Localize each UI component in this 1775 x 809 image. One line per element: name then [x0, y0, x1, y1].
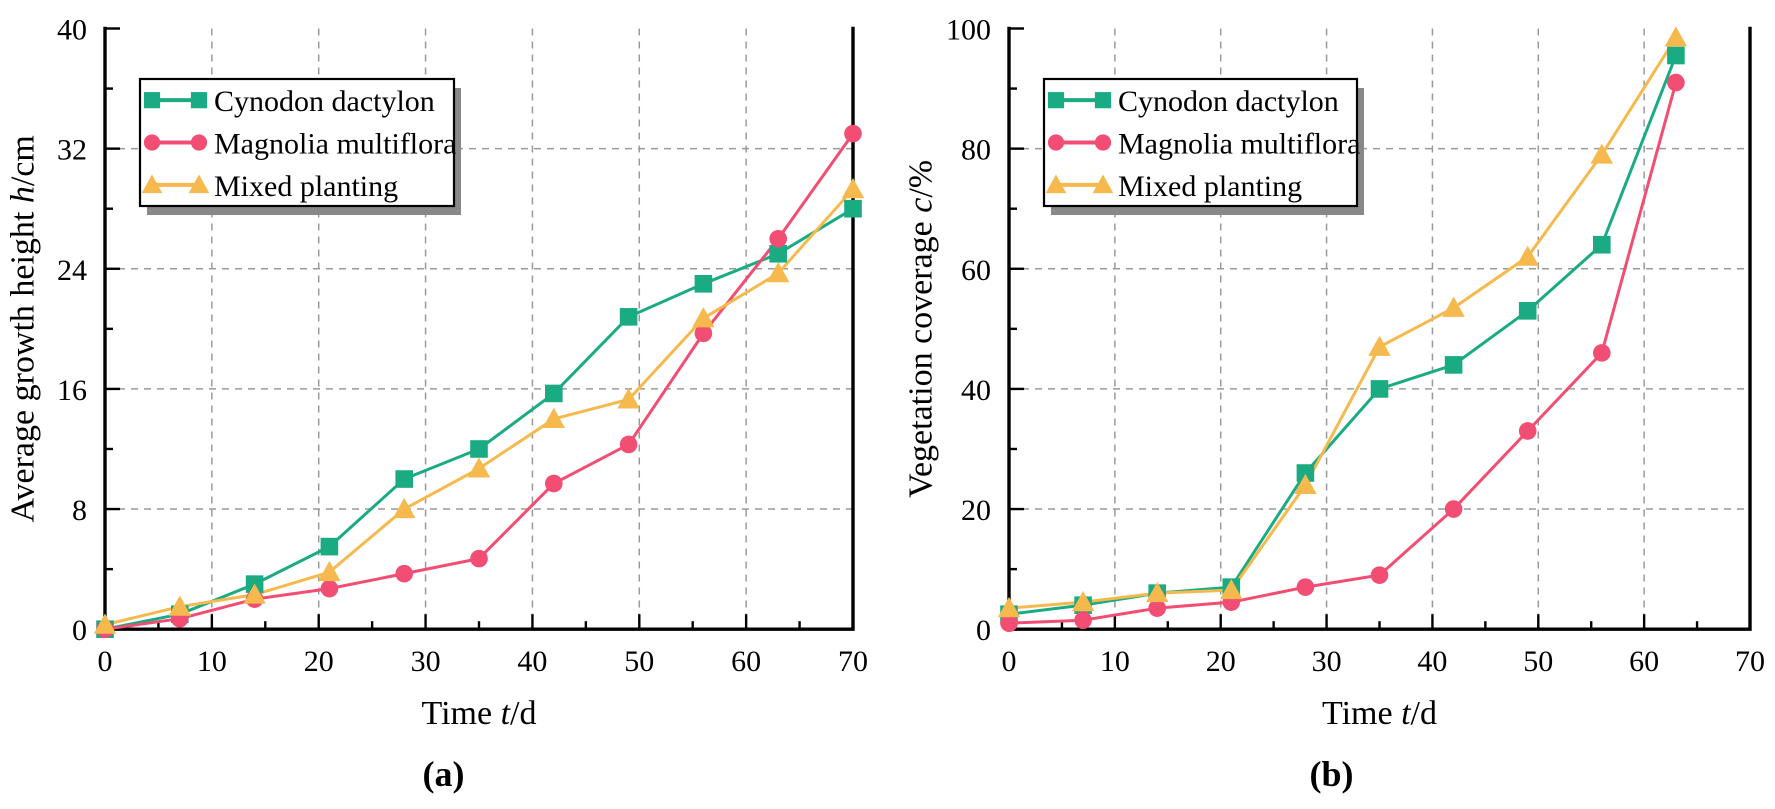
svg-text:30: 30	[411, 645, 441, 678]
svg-text:50: 50	[1523, 645, 1553, 678]
svg-text:60: 60	[731, 645, 761, 678]
svg-text:32: 32	[57, 134, 87, 167]
svg-text:20: 20	[1206, 645, 1236, 678]
svg-text:0: 0	[72, 614, 87, 647]
svg-text:30: 30	[1312, 645, 1342, 678]
svg-text:Cynodon dactylon: Cynodon dactylon	[214, 85, 435, 118]
svg-text:0: 0	[1002, 645, 1017, 678]
svg-text:24: 24	[57, 254, 87, 287]
svg-text:Magnolia multiflora: Magnolia multiflora	[214, 128, 456, 161]
svg-text:Magnolia multiflora: Magnolia multiflora	[1118, 128, 1360, 161]
svg-text:20: 20	[961, 494, 991, 527]
svg-text:20: 20	[304, 645, 334, 678]
svg-text:100: 100	[946, 14, 991, 47]
svg-text:40: 40	[517, 645, 547, 678]
svg-text:(a): (a)	[423, 754, 465, 794]
svg-text:40: 40	[961, 374, 991, 407]
svg-text:70: 70	[1735, 645, 1765, 678]
svg-text:0: 0	[976, 614, 991, 647]
svg-text:40: 40	[1417, 645, 1447, 678]
svg-text:50: 50	[624, 645, 654, 678]
svg-text:10: 10	[1100, 645, 1130, 678]
svg-text:10: 10	[197, 645, 227, 678]
svg-text:60: 60	[1629, 645, 1659, 678]
svg-text:Time t/d: Time t/d	[1322, 695, 1437, 732]
svg-text:16: 16	[57, 374, 87, 407]
svg-text:Time t/d: Time t/d	[422, 695, 537, 732]
svg-text:70: 70	[838, 645, 868, 678]
svg-text:Mixed planting: Mixed planting	[1118, 170, 1302, 203]
svg-text:0: 0	[98, 645, 113, 678]
svg-text:8: 8	[72, 494, 87, 527]
svg-text:Cynodon dactylon: Cynodon dactylon	[1118, 85, 1339, 118]
svg-text:40: 40	[57, 14, 87, 47]
svg-text:Vegetation coverage c/%: Vegetation coverage c/%	[903, 160, 940, 498]
svg-text:Mixed planting: Mixed planting	[214, 170, 398, 203]
svg-text:Average growth height h/cm: Average growth height h/cm	[5, 135, 42, 522]
svg-text:(b): (b)	[1310, 754, 1354, 794]
svg-text:60: 60	[961, 254, 991, 287]
svg-text:80: 80	[961, 134, 991, 167]
